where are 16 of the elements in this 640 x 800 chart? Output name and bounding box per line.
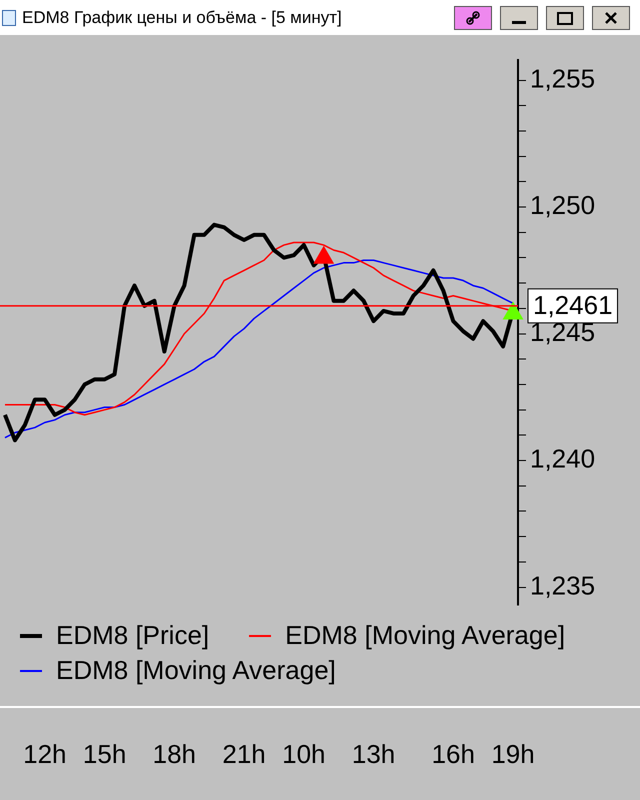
x-tick-label: 10h: [282, 738, 326, 769]
y-tick-label: 1,235: [530, 570, 596, 600]
x-tick-label: 18h: [152, 738, 196, 769]
x-tick-label: 13h: [352, 738, 396, 769]
legend-label: EDM8 [Moving Average]: [285, 620, 566, 651]
x-tick-label: 21h: [222, 738, 266, 769]
y-tick-label: 1,250: [530, 190, 596, 220]
x-tick-label: 16h: [432, 738, 475, 769]
chart-title: EDM8 График цены и объёма - [5 минут]: [22, 8, 342, 28]
legend-label: EDM8 [Moving Average]: [56, 655, 336, 686]
y-tick-label: 1,255: [530, 63, 596, 94]
legend-label: EDM8 [Price]: [56, 620, 210, 651]
x-tick-label: 19h: [491, 738, 535, 769]
x-tick-label: 12h: [23, 738, 67, 769]
x-tick-label: 15h: [82, 738, 126, 769]
y-tick-label: 1,240: [530, 444, 596, 474]
